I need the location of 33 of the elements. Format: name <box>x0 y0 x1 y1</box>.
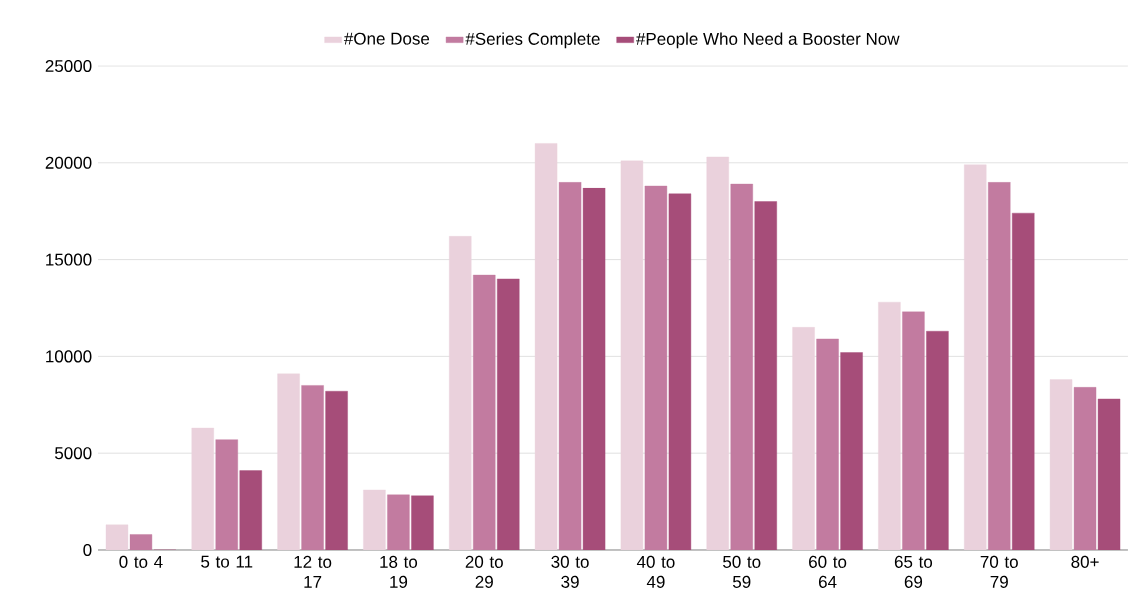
bar <box>534 143 558 550</box>
bar <box>191 427 214 550</box>
x-tick-label: 80+ <box>1071 555 1099 568</box>
y-tick-label: 20000 <box>45 156 92 169</box>
x-tick-label: 50 to 59 <box>723 555 761 588</box>
bar <box>792 327 815 550</box>
y-tick-label: 0 <box>83 543 92 557</box>
x-tick-label: 0 to 4 <box>119 555 163 568</box>
x-tick-label: 30 to 39 <box>551 555 589 588</box>
y-tick-label: 15000 <box>46 253 92 266</box>
legend-label: #People Who Need a Booster Now <box>636 32 900 49</box>
y-tick-label: 25000 <box>45 59 92 73</box>
x-tick-label: 5 to 11 <box>201 555 253 568</box>
bar <box>277 373 300 550</box>
x-tick-label: 40 to 49 <box>636 555 675 588</box>
bar <box>706 156 729 550</box>
bar <box>449 236 472 550</box>
bar <box>1049 379 1073 550</box>
bar <box>964 164 987 550</box>
legend-label: #Series Complete <box>465 32 600 49</box>
bar <box>878 301 901 550</box>
bar <box>105 524 129 550</box>
legend-label: #One Dose <box>343 32 430 45</box>
x-tick-label: 60 to 64 <box>809 555 847 588</box>
x-tick-label: 18 to 19 <box>380 555 418 588</box>
x-tick-label: 20 to 29 <box>465 555 503 588</box>
x-tick-label: 65 to 69 <box>894 555 933 588</box>
bar <box>620 160 644 550</box>
y-tick-label: 10000 <box>46 350 92 363</box>
x-tick-label: 70 to 79 <box>980 555 1018 588</box>
bar <box>363 489 386 550</box>
y-tick-label: 5000 <box>55 447 92 460</box>
x-tick-label: 12 to 17 <box>294 555 332 588</box>
